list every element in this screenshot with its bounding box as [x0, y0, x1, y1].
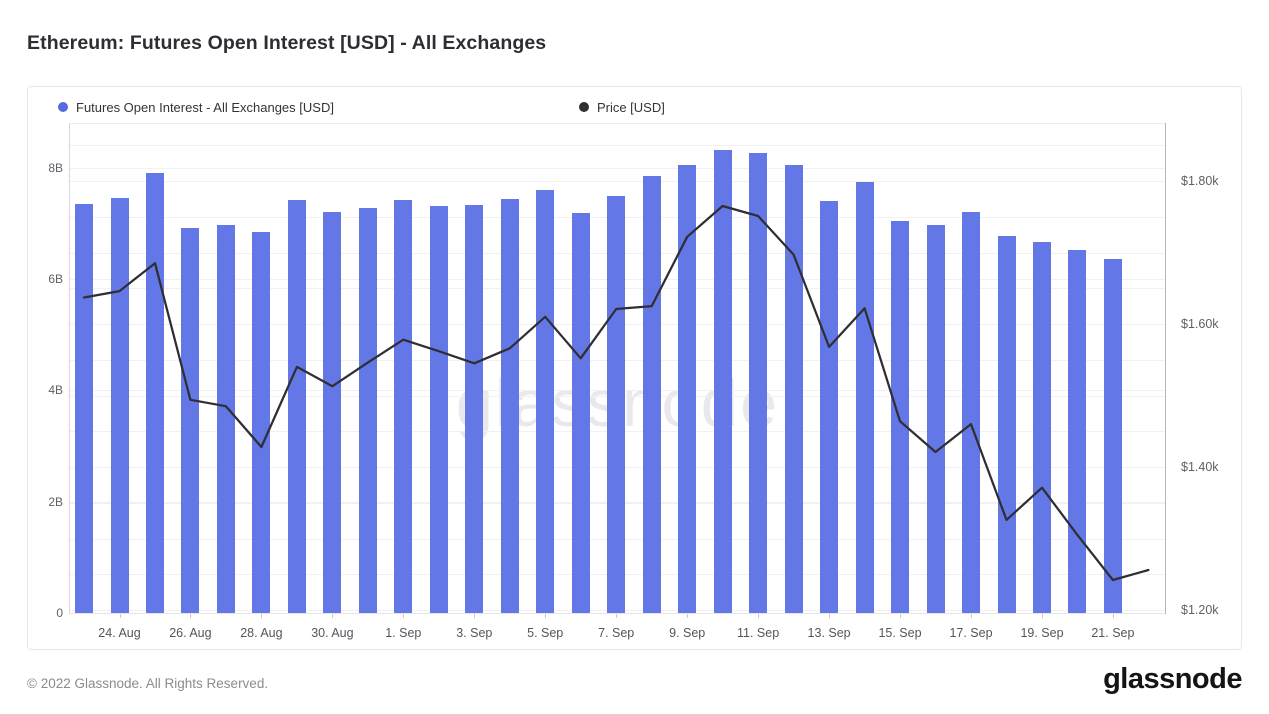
page-title: Ethereum: Futures Open Interest [USD] - …: [27, 32, 547, 54]
x-axis-tick-label: 3. Sep: [456, 626, 493, 640]
oi-bar[interactable]: [855, 181, 874, 613]
x-axis-tick: [1112, 614, 1114, 618]
oi-bar[interactable]: [962, 212, 980, 613]
right-axis-tick-label: $1.20k: [1181, 603, 1219, 617]
x-axis-tick: [474, 614, 476, 618]
oi-bar[interactable]: [536, 190, 555, 613]
x-axis-tick: [900, 614, 901, 618]
oi-bar[interactable]: [749, 153, 768, 613]
x-axis-tick-label: 7. Sep: [598, 626, 635, 640]
x-axis-tick-label: 17. Sep: [949, 626, 993, 640]
glassnode-logo: glassnode: [1103, 663, 1242, 695]
x-axis-tick-label: 19. Sep: [1020, 626, 1064, 640]
legend-label-price: Price [USD]: [596, 99, 665, 115]
x-axis-tick: [545, 614, 547, 618]
x-axis-tick-label: 30. Aug: [311, 626, 354, 640]
price-gridline: [69, 145, 1166, 147]
left-axis-tick-label: 0: [56, 606, 63, 620]
right-axis-tick-label: $1.40k: [1181, 460, 1219, 474]
price-gridline: [69, 181, 1166, 182]
left-axis-tick-label: 2B: [48, 494, 63, 509]
oi-bar[interactable]: [252, 231, 271, 613]
axis-line-top: [69, 123, 1166, 124]
x-axis-tick: [687, 614, 689, 618]
oi-bar[interactable]: [1103, 258, 1122, 613]
oi-bar[interactable]: [75, 204, 93, 613]
x-axis-tick: [261, 614, 263, 618]
oi-gridline: [69, 167, 1166, 169]
oi-bar[interactable]: [287, 200, 306, 613]
oi-bar[interactable]: [997, 235, 1016, 613]
oi-bar[interactable]: [642, 176, 661, 613]
x-axis-tick: [190, 614, 192, 618]
x-axis-tick: [616, 614, 618, 618]
x-axis-tick: [119, 614, 121, 618]
x-axis-tick-label: 21. Sep: [1091, 626, 1135, 640]
oi-bar[interactable]: [181, 227, 200, 613]
oi-bar[interactable]: [820, 201, 839, 613]
oi-bar[interactable]: [678, 165, 697, 613]
oi-bar[interactable]: [465, 204, 484, 613]
legend-dot-blue-icon: [58, 102, 68, 112]
legend-label-open-interest: Futures Open Interest - All Exchanges [U…: [76, 99, 334, 115]
oi-bar[interactable]: [323, 211, 342, 613]
right-axis-tick-label: $1.80k: [1181, 174, 1219, 188]
oi-bar[interactable]: [784, 165, 803, 613]
x-axis-tick: [829, 614, 831, 618]
left-axis-tick-label: 4B: [48, 383, 63, 398]
oi-bar[interactable]: [500, 199, 519, 613]
price-line: [82, 204, 1150, 582]
right-axis-tick-label: $1.60k: [1181, 317, 1219, 331]
oi-bar[interactable]: [1033, 241, 1051, 613]
oi-bar[interactable]: [607, 195, 626, 613]
oi-bar[interactable]: [1068, 249, 1087, 613]
oi-bar[interactable]: [429, 206, 448, 613]
x-axis-tick-label: 13. Sep: [807, 626, 851, 640]
footer-copyright: © 2022 Glassnode. All Rights Reserved.: [27, 676, 269, 691]
x-axis-tick: [1042, 614, 1043, 618]
left-axis-tick-label: 8B: [48, 160, 63, 175]
oi-bar[interactable]: [891, 220, 909, 613]
oi-bar[interactable]: [926, 225, 945, 613]
x-axis-tick-label: 11. Sep: [737, 626, 780, 640]
x-axis-tick-label: 26. Aug: [169, 626, 212, 640]
x-axis-tick-label: 24. Aug: [98, 626, 141, 640]
plot-area[interactable]: glassnode 02B4B6B8B$1.20k$1.40k$1.60k$1.…: [48, 123, 1219, 640]
oi-bar[interactable]: [358, 207, 377, 613]
chart-card: Futures Open Interest - All Exchanges [U…: [27, 86, 1242, 650]
oi-bar[interactable]: [394, 200, 413, 613]
x-axis-tick: [758, 614, 760, 618]
oi-bar[interactable]: [110, 198, 129, 613]
chart-legend: Futures Open Interest - All Exchanges [U…: [58, 97, 665, 117]
x-axis-tick: [332, 614, 334, 618]
x-axis-tick: [403, 614, 405, 618]
x-axis-tick-label: 9. Sep: [669, 626, 706, 640]
legend-dot-black-icon: [578, 102, 589, 112]
oi-bar[interactable]: [216, 224, 235, 613]
x-axis-tick-label: 5. Sep: [527, 626, 564, 640]
x-axis-tick-label: 15. Sep: [878, 626, 922, 640]
left-axis-tick-label: 6B: [48, 272, 63, 287]
x-axis-tick-label: 1. Sep: [385, 626, 422, 640]
oi-bar[interactable]: [713, 150, 732, 613]
oi-bar[interactable]: [571, 212, 590, 613]
x-axis-tick-label: 28. Aug: [240, 626, 283, 640]
axis-line-left: [69, 123, 70, 613]
legend-item-open-interest[interactable]: Futures Open Interest - All Exchanges [U…: [58, 100, 334, 115]
x-axis-tick: [971, 614, 972, 618]
axis-line-right: [1165, 123, 1166, 614]
axis-line-bottom: [69, 613, 1166, 614]
price-line-layer: [82, 204, 1150, 582]
legend-item-price[interactable]: Price [USD]: [578, 99, 665, 115]
